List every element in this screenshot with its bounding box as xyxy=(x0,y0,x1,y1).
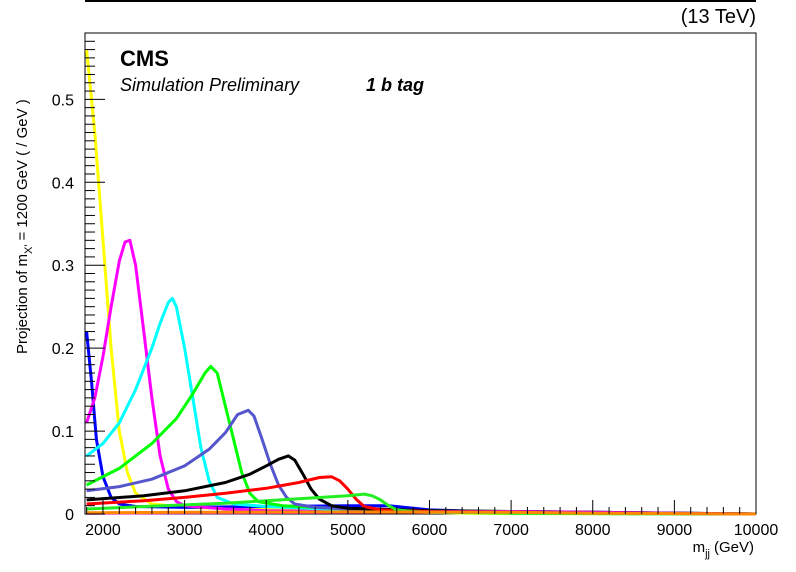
x-axis-title-main: m xyxy=(693,539,706,556)
series-line-1 xyxy=(85,49,757,516)
x-tick-label: 8000 xyxy=(575,522,611,539)
series-line-5 xyxy=(85,364,757,516)
y-tick-label: 0.4 xyxy=(52,175,74,192)
x-tick-label: 10000 xyxy=(734,522,779,539)
x-tick-label: 2000 xyxy=(85,522,121,539)
plot-frame xyxy=(84,32,757,515)
x-tick-label: 5000 xyxy=(330,522,366,539)
y-tick-label: 0 xyxy=(65,507,74,524)
category-label: 1 b tag xyxy=(366,75,424,95)
series-line-4 xyxy=(85,296,757,516)
x-tick-label: 7000 xyxy=(493,522,529,539)
y-tick-label: 0.2 xyxy=(52,341,74,358)
x-tick-label: 6000 xyxy=(412,522,448,539)
y-axis-title-main: Projection of m xyxy=(14,254,31,354)
y-axis-title-rest: = 1200 GeV ( / GeV ) xyxy=(14,99,31,240)
x-tick-label: 4000 xyxy=(248,522,284,539)
x-tick-label: 9000 xyxy=(657,522,693,539)
x-axis-title-sub: jj xyxy=(704,548,710,560)
curves-layer xyxy=(85,49,757,516)
simulation-label: Simulation Preliminary xyxy=(120,75,300,95)
y-tick-label: 0.5 xyxy=(52,92,74,109)
x-tick-label: 3000 xyxy=(167,522,203,539)
series-line-3 xyxy=(85,238,757,516)
y-tick-label: 0.3 xyxy=(52,258,74,275)
ticks-layer: 2000 3000 4000 5000 6000 7000 8000 9000 10000 0 0.… xyxy=(52,40,779,539)
x-axis-title: mjj (GeV) xyxy=(693,539,754,560)
x-axis-title-unit: (GeV) xyxy=(714,539,754,556)
cms-label: CMS xyxy=(120,46,169,71)
energy-label: (13 TeV) xyxy=(681,6,756,28)
y-axis-title-sub: X' xyxy=(23,245,35,254)
y-axis-title: Projection of mX' = 1200 GeV ( / GeV ) xyxy=(14,99,35,354)
y-tick-label: 0.1 xyxy=(52,424,74,441)
